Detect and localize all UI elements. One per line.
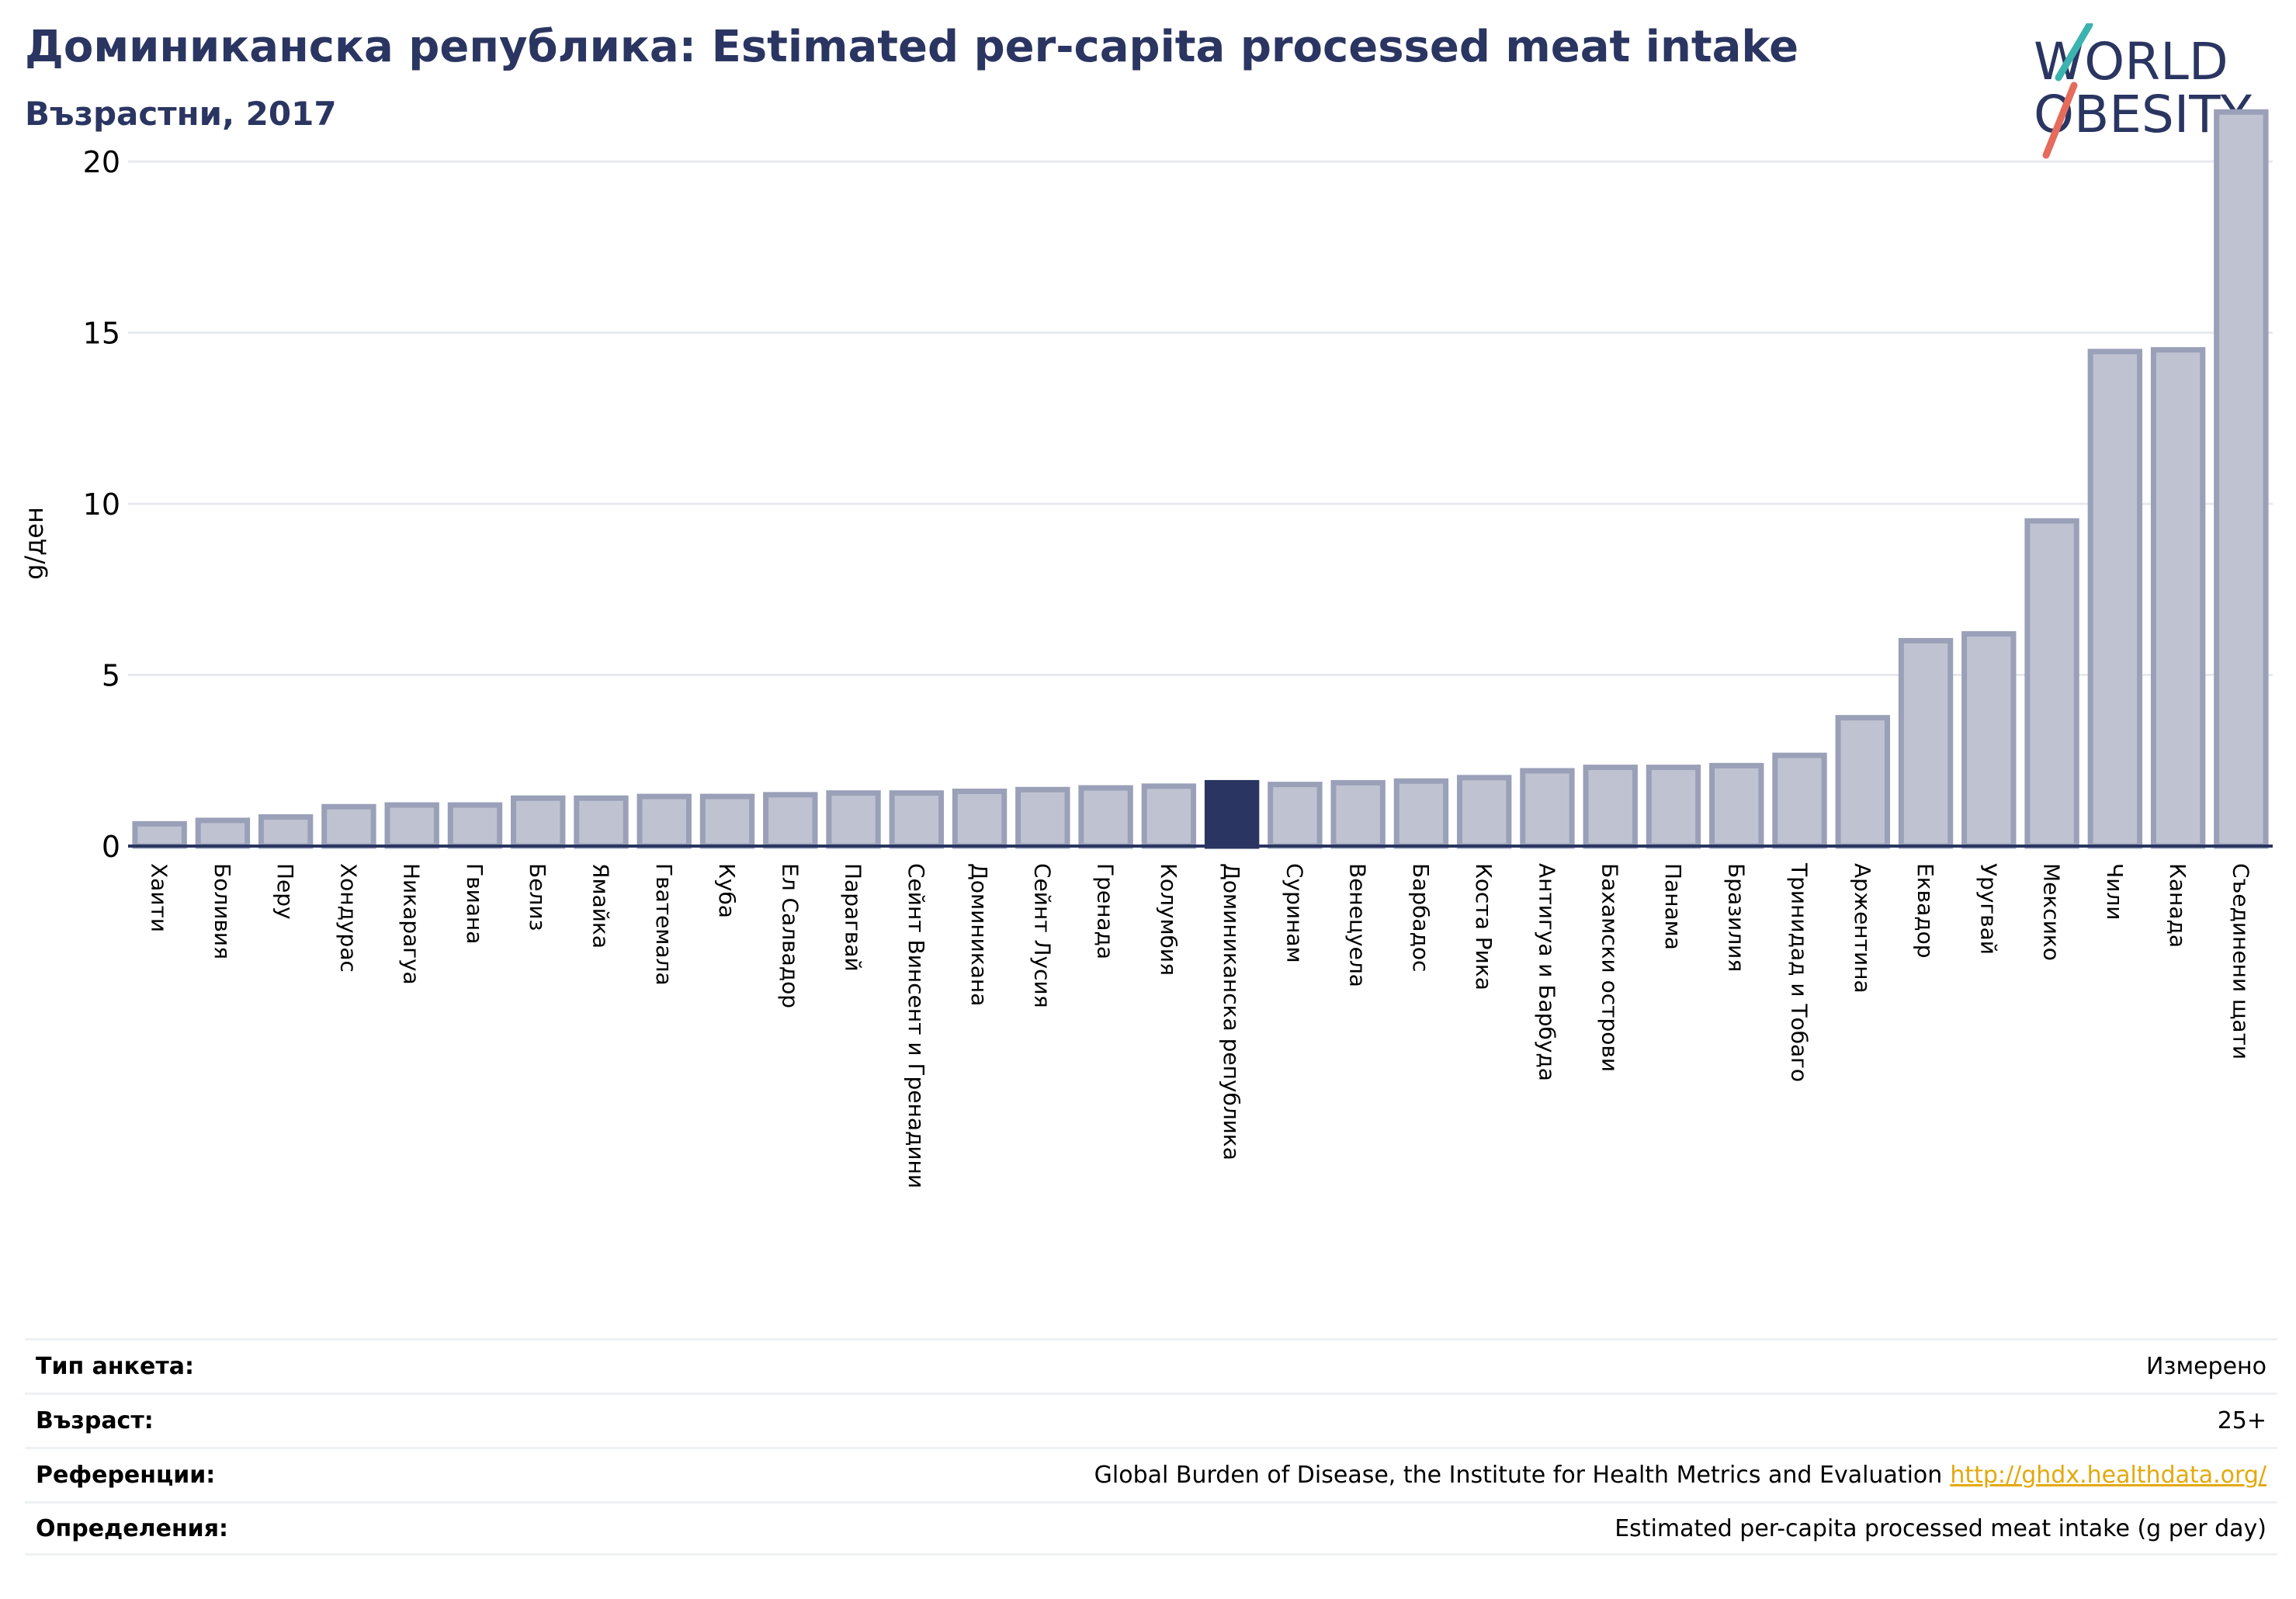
chart-title: Доминиканска република: Estimated per-ca… <box>25 22 1799 72</box>
x-tick-label: Гвиана <box>462 863 487 944</box>
info-value: Estimated per-capita processed meat inta… <box>1614 1514 2267 1542</box>
x-tick-label: Панама <box>1660 863 1686 950</box>
info-value: 25+ <box>2217 1407 2267 1434</box>
info-table: Тип анкета: Измерено Възраст: 25+ Референции… <box>25 1338 2277 1556</box>
bar <box>1141 783 1197 849</box>
bar <box>763 792 818 849</box>
x-tick-label: Куба <box>714 863 740 918</box>
info-row: Възраст: 25+ <box>25 1393 2277 1447</box>
x-tick-label: Мексико <box>2039 863 2065 961</box>
x-tick-label: Парагвай <box>841 863 866 972</box>
bar <box>952 788 1008 849</box>
info-row: Определения: Estimated per-capita process… <box>25 1501 2277 1556</box>
bar <box>195 817 251 849</box>
bar <box>636 793 692 849</box>
bar <box>889 790 945 849</box>
info-key: Възраст: <box>36 1407 154 1434</box>
bar <box>1204 779 1260 849</box>
x-tick-label: Хаити <box>147 863 172 932</box>
y-tick-label: 15 <box>83 317 120 351</box>
x-tick-label: Белиз <box>525 863 550 931</box>
x-tick-label: Тринидад и Тобаго <box>1787 862 1812 1082</box>
bar <box>1961 631 2017 849</box>
info-value: Global Burden of Disease, the Institute … <box>1094 1462 2267 1489</box>
x-tick-label: Хондурас <box>335 863 361 973</box>
x-tick-label: Коста Рика <box>1471 863 1497 990</box>
info-row: Референции: Global Burden of Disease, the… <box>25 1447 2277 1501</box>
x-tick-label: Никарагуа <box>399 863 425 985</box>
y-tick-label: 5 <box>102 659 120 693</box>
bar <box>2024 518 2079 849</box>
info-key: Референции: <box>36 1462 216 1489</box>
x-tick-label: Чили <box>2102 863 2128 921</box>
x-tick-label: Гренада <box>1093 863 1119 959</box>
bar <box>1583 765 1638 849</box>
x-tick-label: Венецуела <box>1345 863 1371 987</box>
x-tick-label: Боливия <box>210 863 235 959</box>
x-tick-label: Суринам <box>1282 863 1307 963</box>
bar <box>1835 715 1890 849</box>
bar <box>1078 785 1133 849</box>
bar <box>1456 775 1512 849</box>
bar <box>1520 768 1575 849</box>
bar <box>1772 752 1827 849</box>
info-key: Определения: <box>36 1514 228 1542</box>
x-tick-label: Еквадор <box>1913 863 1938 959</box>
bar <box>511 795 566 849</box>
y-tick-label: 20 <box>83 145 120 179</box>
bar <box>1015 786 1070 849</box>
y-tick-label: 0 <box>102 830 120 864</box>
info-row: Тип анкета: Измерено <box>25 1338 2277 1393</box>
bar <box>826 790 881 849</box>
bar-chart: 0 5 10 15 20 Хаити Боливия Перу Хондурас Никарагу… <box>83 109 2273 1188</box>
bar <box>384 802 439 849</box>
chart-subtitle: Възрастни, 2017 <box>25 95 337 133</box>
bar <box>1709 762 1764 849</box>
x-tick-label: Ямайка <box>588 863 613 949</box>
bar <box>1268 782 1323 849</box>
x-tick-label: Колумбия <box>1156 863 1181 976</box>
bar <box>1898 637 1954 849</box>
x-tick-label: Съединени щати <box>2228 863 2253 1060</box>
x-tick-label: Аржентина <box>1850 863 1875 994</box>
x-tick-label: Уругвай <box>1975 863 2001 955</box>
x-tick-label: Антигуа и Барбуда <box>1534 863 1559 1081</box>
y-tick-label: 10 <box>83 487 120 522</box>
x-tick-label: Бахамски острови <box>1597 863 1623 1072</box>
bar <box>2150 347 2206 849</box>
reference-link[interactable]: http://ghdx.healthdata.org/ <box>1950 1462 2267 1489</box>
x-tick-label: Бразилия <box>1723 863 1749 972</box>
x-tick-label: Сейнт Винсент и Гренадини <box>903 863 929 1188</box>
x-tick-label: Доминикана <box>966 863 992 1006</box>
x-tick-label: Сейнт Лусия <box>1029 863 1055 1008</box>
x-tick-label: Ел Салвадор <box>777 863 803 1008</box>
x-tick-label: Канада <box>2165 863 2190 948</box>
x-tick-label: Перу <box>272 863 298 920</box>
x-tick-label: Барбадос <box>1408 863 1434 972</box>
bar <box>1330 779 1386 849</box>
bar <box>699 793 755 849</box>
bar <box>2214 109 2269 849</box>
bar <box>258 814 314 849</box>
bar <box>1393 778 1449 849</box>
bar <box>447 802 503 849</box>
x-tick-label: Доминиканска република <box>1219 863 1244 1160</box>
bar <box>132 820 187 849</box>
info-value: Измерено <box>2146 1353 2267 1380</box>
bar <box>2087 349 2143 849</box>
bar <box>574 795 629 849</box>
bar <box>321 803 376 849</box>
info-key: Тип анкета: <box>36 1353 194 1380</box>
x-tick-label: Гватемала <box>651 863 677 986</box>
bar <box>1646 765 1701 849</box>
